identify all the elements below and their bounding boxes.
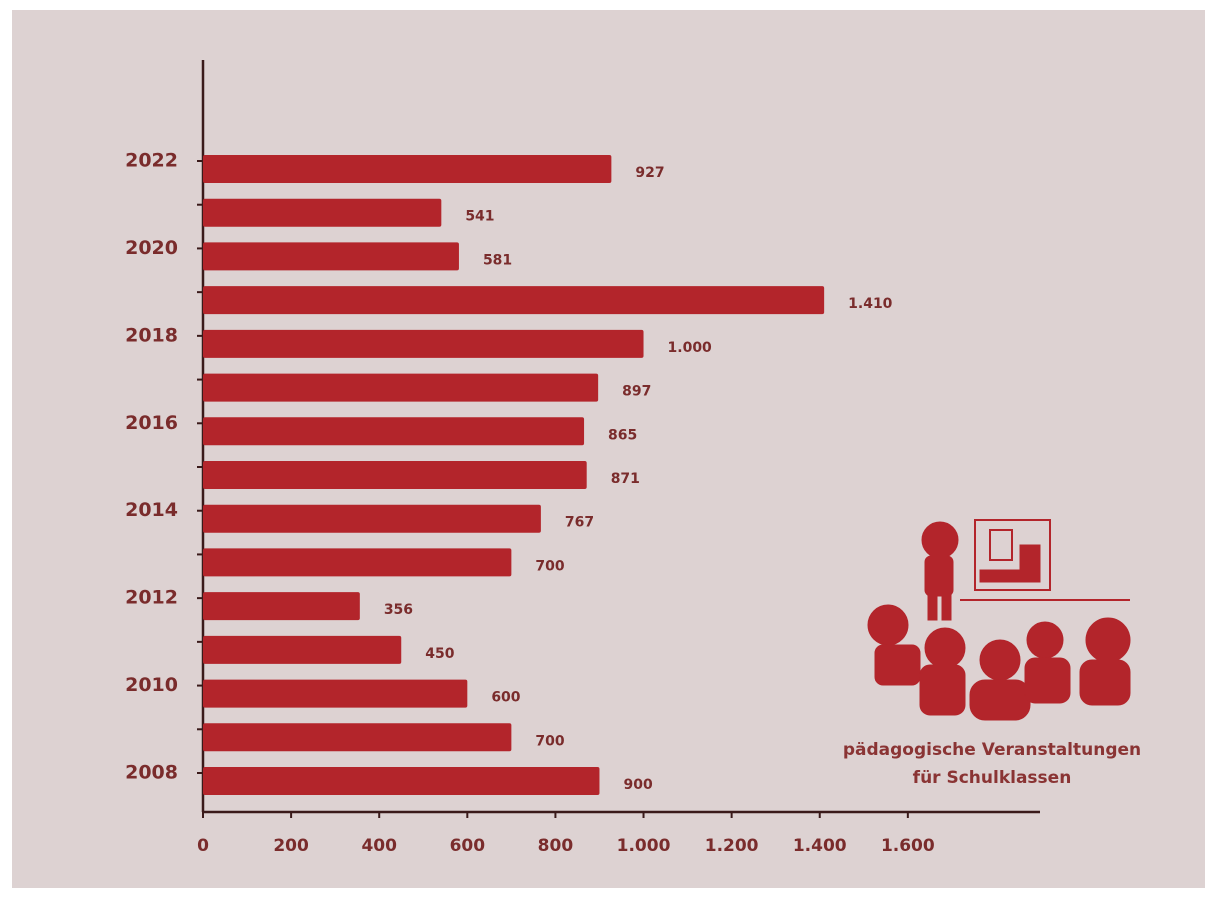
bar	[203, 723, 512, 752]
bar	[203, 504, 541, 533]
bar	[203, 592, 360, 621]
bar	[203, 461, 587, 489]
bar	[203, 242, 459, 271]
illustration	[867, 519, 1131, 721]
bar	[203, 635, 402, 664]
bar	[203, 679, 468, 708]
value-label: 871	[611, 471, 640, 487]
annotation: pädagogische Veranstaltungen für Schulkl…	[843, 740, 1141, 788]
value-label: 767	[565, 515, 594, 531]
x-tick-label: 1.400	[793, 836, 847, 856]
value-label: 1.410	[848, 296, 893, 312]
y-tick-label: 2010	[125, 674, 178, 696]
y-tick-label: 2008	[125, 762, 178, 784]
value-label: 541	[465, 209, 494, 225]
value-label: 581	[483, 252, 512, 268]
bar	[203, 417, 585, 446]
value-label: 1.000	[668, 340, 713, 356]
x-tick-label: 0	[197, 836, 209, 856]
value-label: 927	[635, 165, 664, 181]
value-label: 700	[535, 558, 564, 574]
value-label: 700	[535, 733, 564, 749]
x-tick-label: 200	[273, 836, 309, 856]
x-tick-label: 1.200	[705, 836, 759, 856]
y-tick-label: 2016	[125, 412, 178, 434]
value-label: 865	[608, 427, 637, 443]
annotation-line: für Schulklassen	[913, 768, 1072, 788]
value-label: 450	[425, 646, 454, 662]
value-label: 600	[491, 690, 520, 706]
annotation-line: pädagogische Veranstaltungen	[843, 740, 1141, 760]
bar	[203, 373, 599, 402]
x-tick-label: 1.600	[881, 836, 935, 856]
bar	[203, 767, 600, 795]
x-tick-label: 600	[450, 836, 486, 856]
y-tick-label: 2020	[125, 237, 178, 259]
bar	[203, 198, 442, 227]
value-label: 356	[384, 602, 413, 618]
value-label: 900	[623, 777, 652, 793]
x-tick-label: 400	[361, 836, 397, 856]
bar	[203, 548, 512, 577]
x-tick-label: 1.000	[617, 836, 671, 856]
y-tick-label: 2022	[125, 150, 178, 172]
bar	[203, 329, 644, 358]
value-label: 897	[622, 384, 651, 400]
bar	[203, 155, 612, 183]
y-tick-label: 2014	[125, 499, 178, 521]
y-tick-label: 2018	[125, 324, 178, 346]
x-tick-label: 800	[538, 836, 574, 856]
bar	[203, 286, 825, 315]
y-tick-label: 2012	[125, 587, 178, 609]
